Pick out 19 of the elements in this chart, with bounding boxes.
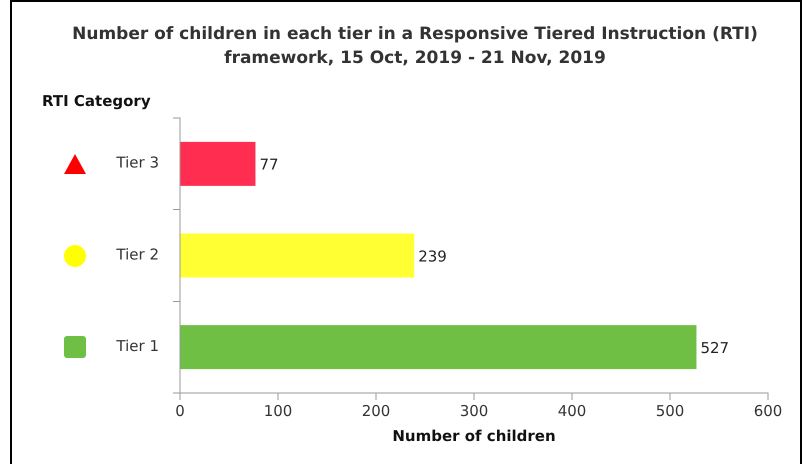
y-tick-label: Tier 1	[115, 337, 159, 356]
data-label: 527	[700, 339, 730, 358]
x-tick-label: 100	[264, 402, 292, 420]
x-axis-title: Number of children	[392, 426, 556, 445]
y-axis-title: RTI Category	[42, 92, 151, 110]
data-label: 77	[259, 156, 279, 174]
x-tick-label: 200	[362, 402, 390, 420]
x-tick-label: 300	[460, 402, 488, 420]
x-tick-label: 0	[175, 402, 185, 420]
data-label: 239	[418, 247, 447, 266]
bar	[180, 234, 414, 278]
x-tick-label: 600	[754, 402, 782, 420]
bar	[180, 142, 256, 186]
y-tick-label: Tier 3	[115, 154, 159, 172]
bar	[180, 325, 696, 370]
x-tick-label: 500	[656, 402, 684, 420]
y-tick-label: Tier 2	[115, 245, 159, 264]
x-tick-label: 400	[558, 402, 586, 420]
chart-title: Number of children in each tier in a Responsive Tiered Instruction (RTI) framework, 15 Oct, 2019 - 21 Nov, 2019	[71, 23, 759, 70]
